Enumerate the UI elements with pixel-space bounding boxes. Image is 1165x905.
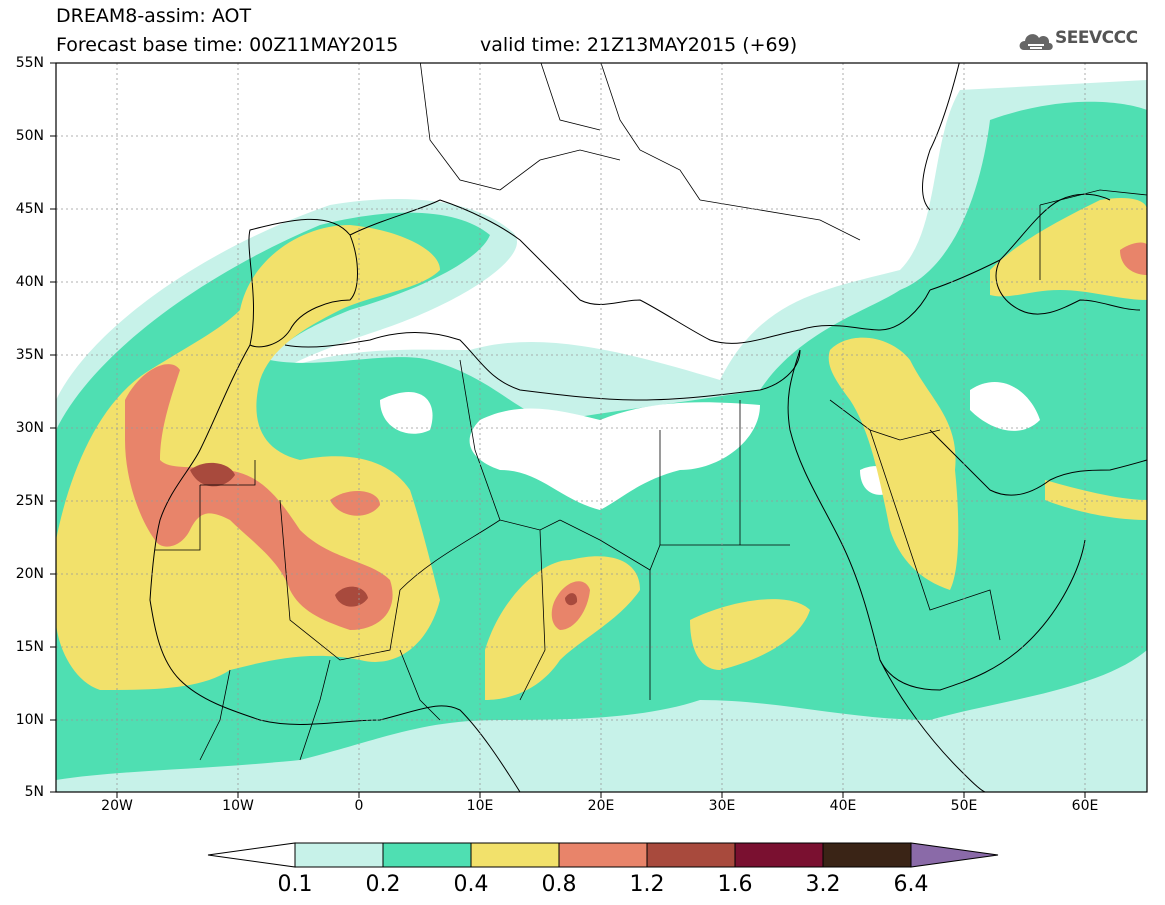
lat-label: 25N (15, 493, 44, 509)
aot-band-1.2 (190, 462, 578, 607)
lon-label: 50E (950, 798, 978, 814)
lat-label: 15N (15, 639, 44, 655)
lat-label: 35N (15, 347, 44, 363)
colorbar-swatch (734, 842, 824, 868)
lon-label: 40E (829, 798, 857, 814)
lon-label: 60E (1071, 798, 1099, 814)
valid-time: valid time: 21Z13MAY2015 (+69) (480, 34, 798, 56)
cloud-icon (1019, 34, 1053, 50)
lon-label: 10W (222, 798, 254, 814)
graticule (56, 63, 1147, 792)
lat-label: 40N (15, 274, 44, 290)
colorbar-label: 0.1 (277, 872, 313, 897)
coastlines (149, 63, 1147, 792)
colorbar-label: 3.2 (805, 872, 841, 897)
lat-label: 50N (15, 128, 44, 144)
lat-label: 55N (15, 55, 44, 71)
colorbar-label: 6.4 (893, 872, 929, 897)
aot-band-0.8 (125, 242, 1147, 630)
lon-label: 20E (587, 798, 615, 814)
colorbar-swatch (822, 842, 912, 868)
lat-label: 20N (15, 566, 44, 582)
colorbar (207, 842, 999, 868)
axis-ticks (50, 62, 1086, 798)
colorbar-label: 0.4 (453, 872, 489, 897)
colorbar-swatch (470, 842, 560, 868)
colorbar-swatch (382, 842, 472, 868)
lat-label: 5N (24, 784, 44, 800)
forecast-base-time: Forecast base time: 00Z11MAY2015 (56, 34, 399, 56)
colorbar-label: 0.8 (541, 872, 577, 897)
colorbar-swatch (558, 842, 648, 868)
colorbar-over (910, 842, 999, 868)
lon-label: 30E (708, 798, 736, 814)
lon-label: 20W (101, 798, 133, 814)
lon-label: 0 (354, 798, 364, 814)
map-title: DREAM8-assim: AOT (56, 5, 252, 27)
colorbar-label: 1.6 (717, 872, 753, 897)
colorbar-label: 0.2 (365, 872, 401, 897)
logo-text: SEEVCCC (1055, 28, 1138, 48)
colorbar-swatch (646, 842, 736, 868)
colorbar-under (207, 842, 296, 868)
lat-label: 10N (15, 712, 44, 728)
colorbar-swatch (294, 842, 384, 868)
lat-label: 45N (15, 201, 44, 217)
lat-label: 30N (15, 420, 44, 436)
colorbar-label: 1.2 (629, 872, 665, 897)
lon-label: 10E (466, 798, 494, 814)
